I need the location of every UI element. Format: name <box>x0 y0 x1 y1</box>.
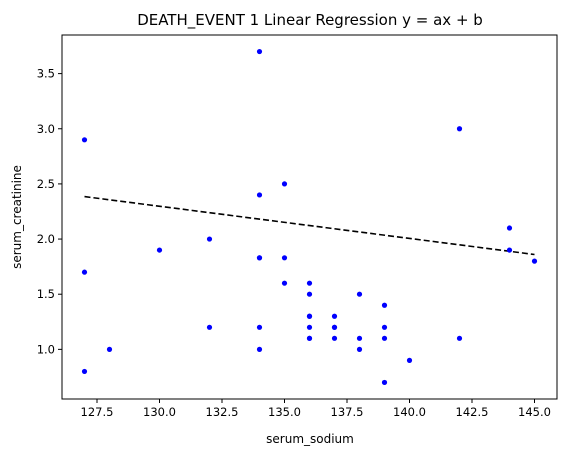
data-point <box>257 255 262 260</box>
data-point <box>257 192 262 197</box>
data-point <box>357 292 362 297</box>
regression-line <box>85 197 535 255</box>
data-point <box>307 292 312 297</box>
y-tick-label: 3.5 <box>37 67 55 81</box>
data-point <box>532 259 537 264</box>
x-tick-label: 132.5 <box>206 405 239 419</box>
chart-title: DEATH_EVENT 1 Linear Regression y = ax +… <box>137 11 483 30</box>
data-point <box>307 281 312 286</box>
data-point <box>207 325 212 330</box>
data-point <box>257 325 262 330</box>
x-tick-label: 127.5 <box>81 405 114 419</box>
data-point <box>307 325 312 330</box>
data-point <box>107 347 112 352</box>
data-point <box>82 270 87 275</box>
data-point <box>382 325 387 330</box>
x-tick-label: 142.5 <box>456 405 489 419</box>
plot-frame <box>62 35 557 399</box>
data-point <box>157 247 162 252</box>
y-tick-label: 2.5 <box>37 177 55 191</box>
data-point <box>307 314 312 319</box>
data-point <box>382 336 387 341</box>
data-point <box>282 181 287 186</box>
data-point <box>282 281 287 286</box>
x-tick-label: 145.0 <box>518 405 551 419</box>
data-point <box>82 369 87 374</box>
data-point <box>82 137 87 142</box>
data-point <box>307 336 312 341</box>
y-axis-label: serum_creatinine <box>10 165 24 269</box>
y-axis: 1.0 1.5 2.0 2.5 3.0 3.5 <box>37 67 62 357</box>
x-tick-label: 130.0 <box>143 405 176 419</box>
data-point <box>457 126 462 131</box>
data-point <box>282 255 287 260</box>
data-point <box>332 325 337 330</box>
data-point <box>382 303 387 308</box>
x-tick-label: 140.0 <box>393 405 426 419</box>
data-point <box>507 225 512 230</box>
y-tick-label: 1.0 <box>37 342 55 356</box>
data-point <box>507 247 512 252</box>
data-point <box>357 336 362 341</box>
data-point <box>332 336 337 341</box>
data-point <box>407 358 412 363</box>
y-tick-label: 2.0 <box>37 232 55 246</box>
data-point <box>207 236 212 241</box>
data-point <box>257 347 262 352</box>
data-point <box>332 314 337 319</box>
x-axis: 127.5 130.0 132.5 135.0 137.5 140.0 142.5 145.0 <box>81 399 551 419</box>
data-points <box>82 49 537 385</box>
x-tick-label: 137.5 <box>331 405 364 419</box>
x-axis-label: serum_sodium <box>266 432 354 446</box>
y-tick-label: 3.0 <box>37 122 55 136</box>
data-point <box>457 336 462 341</box>
data-point <box>382 380 387 385</box>
y-tick-label: 1.5 <box>37 287 55 301</box>
x-tick-label: 135.0 <box>268 405 301 419</box>
data-point <box>257 49 262 54</box>
data-point <box>357 347 362 352</box>
